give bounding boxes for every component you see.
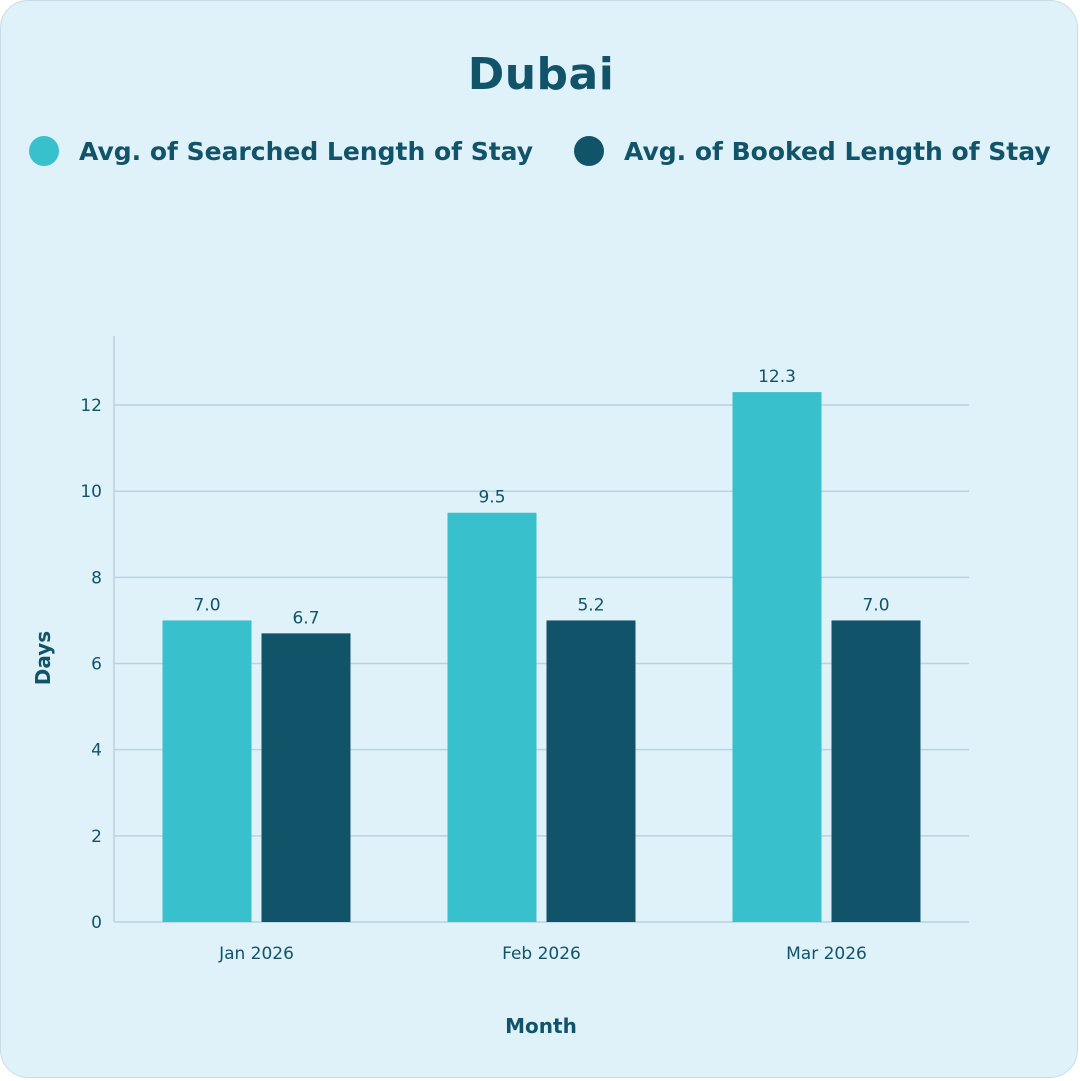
y-axis-title: Days xyxy=(31,631,55,685)
bar-value-label: 7.0 xyxy=(193,595,220,615)
y-tick-label: 4 xyxy=(91,741,102,761)
bar-value-label: 9.5 xyxy=(478,488,505,508)
bar-booked[interactable] xyxy=(546,620,636,922)
x-tick-label: Feb 2026 xyxy=(502,944,581,964)
legend-booked-label: Avg. of Booked Length of Stay xyxy=(624,136,1051,166)
bar-searched[interactable] xyxy=(447,512,537,922)
bar-searched[interactable] xyxy=(732,392,822,923)
gridlines xyxy=(114,404,969,837)
y-tick-label: 6 xyxy=(91,655,102,675)
bar-value-label: 6.7 xyxy=(292,608,319,628)
x-tick-label: Jan 2026 xyxy=(218,944,294,964)
x-tick-label: Mar 2026 xyxy=(786,944,867,964)
legend-searched-label: Avg. of Searched Length of Stay xyxy=(79,136,534,166)
bars xyxy=(162,392,921,923)
value-labels: 7.0 6.7 9.5 5.2 12.3 7.0 xyxy=(193,367,889,628)
bar-value-label: 5.2 xyxy=(577,595,604,615)
bar-value-label: 7.0 xyxy=(862,595,889,615)
y-tick-label: 2 xyxy=(91,827,102,847)
bar-booked[interactable] xyxy=(261,633,351,922)
bar-booked[interactable] xyxy=(831,620,921,922)
chart-legend: Avg. of Searched Length of Stay Avg. of … xyxy=(1,129,1080,173)
bar-value-label: 12.3 xyxy=(758,367,796,387)
x-axis-title: Month xyxy=(505,1014,577,1038)
chart-title: Dubai xyxy=(467,49,615,100)
legend-booked-swatch xyxy=(574,136,604,166)
legend-searched-swatch xyxy=(29,136,59,166)
legend-item-searched[interactable]: Avg. of Searched Length of Stay xyxy=(29,129,533,173)
y-tick-label: 8 xyxy=(91,568,102,588)
y-tick-label: 10 xyxy=(80,482,102,502)
axes: 0 2 4 6 8 10 12 Jan 2026 Feb 2026 Mar 2026 xyxy=(80,336,969,964)
y-tick-label: 0 xyxy=(91,913,102,933)
bar-searched[interactable] xyxy=(162,620,252,922)
y-tick-label: 12 xyxy=(80,396,102,416)
legend-item-booked[interactable]: Avg. of Booked Length of Stay xyxy=(574,129,1051,173)
